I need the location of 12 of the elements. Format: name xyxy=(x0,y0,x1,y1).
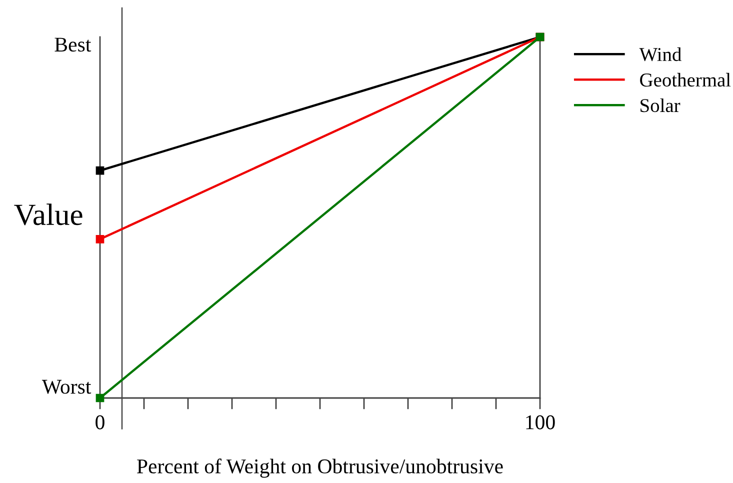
legend-label: Geothermal xyxy=(640,72,731,87)
x-tick-label: 100 xyxy=(526,415,555,430)
x-tick-label: 0 xyxy=(96,415,104,430)
x-axis-title: Percent of Weight on Obtrusive/unobtrusive xyxy=(137,458,503,478)
text: Best xyxy=(54,38,92,52)
point xyxy=(96,166,104,175)
y-axis-title: Value xyxy=(14,204,82,226)
legend-label: Wind xyxy=(639,47,682,62)
legend-label: Solar xyxy=(640,98,680,112)
point xyxy=(96,394,104,402)
text: Worst xyxy=(42,380,92,394)
point xyxy=(96,234,104,244)
